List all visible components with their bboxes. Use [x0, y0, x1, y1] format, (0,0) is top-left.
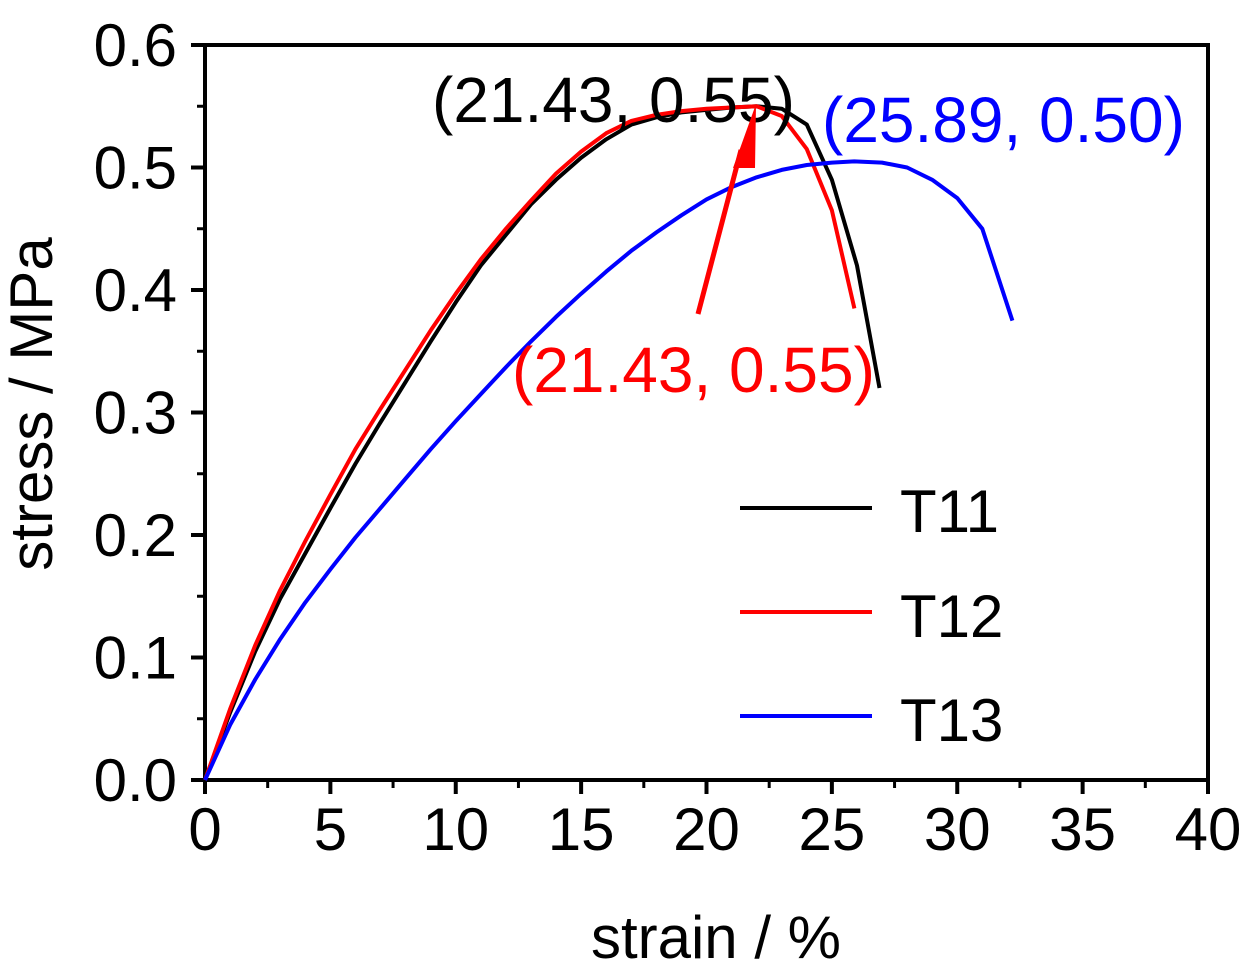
x-tick-label-2: 10: [422, 796, 489, 863]
series-line-t11: [203, 104, 882, 781]
x-tick-label-5: 25: [799, 796, 866, 863]
y-tick-label-5: 0.5: [94, 135, 177, 202]
y-axis-title: stress / MPa: [0, 237, 65, 571]
y-tick-label-6: 0.6: [94, 12, 177, 79]
x-tick-label-3: 15: [548, 796, 615, 863]
x-tick-label-6: 30: [924, 796, 991, 863]
legend-label-t13: T13: [900, 687, 1003, 754]
legend-label-t12: T12: [900, 583, 1003, 650]
x-tick-label-4: 20: [673, 796, 740, 863]
x-tick-label-7: 35: [1049, 796, 1116, 863]
annotation-arrow: [695, 104, 756, 315]
annotation-t11-peak: (21.43, 0.55): [432, 64, 795, 136]
annotation-t13-peak: (25.89, 0.50): [822, 84, 1185, 156]
y-tick-label-0: 0.0: [94, 747, 177, 814]
x-axis-title: strain / %: [591, 904, 841, 963]
legend-label-t11: T11: [900, 478, 999, 545]
y-tick-label-2: 0.2: [94, 502, 177, 569]
series-line-t12: [203, 104, 857, 781]
arrow-shaft: [695, 149, 744, 315]
annotation-t12-peak: (21.43, 0.55): [512, 334, 875, 406]
series-line-t13: [203, 159, 1015, 781]
y-tick-label-4: 0.4: [94, 257, 177, 324]
x-tick-label-8: 40: [1175, 796, 1242, 863]
y-tick-label-3: 0.3: [94, 380, 177, 447]
x-tick-label-0: 0: [188, 796, 221, 863]
x-tick-label-1: 5: [314, 796, 347, 863]
arrow-head: [733, 104, 756, 168]
legend: T11 T12 T13: [740, 478, 1003, 754]
series-layer: [203, 104, 1015, 781]
y-tick-label-1: 0.1: [94, 625, 177, 692]
